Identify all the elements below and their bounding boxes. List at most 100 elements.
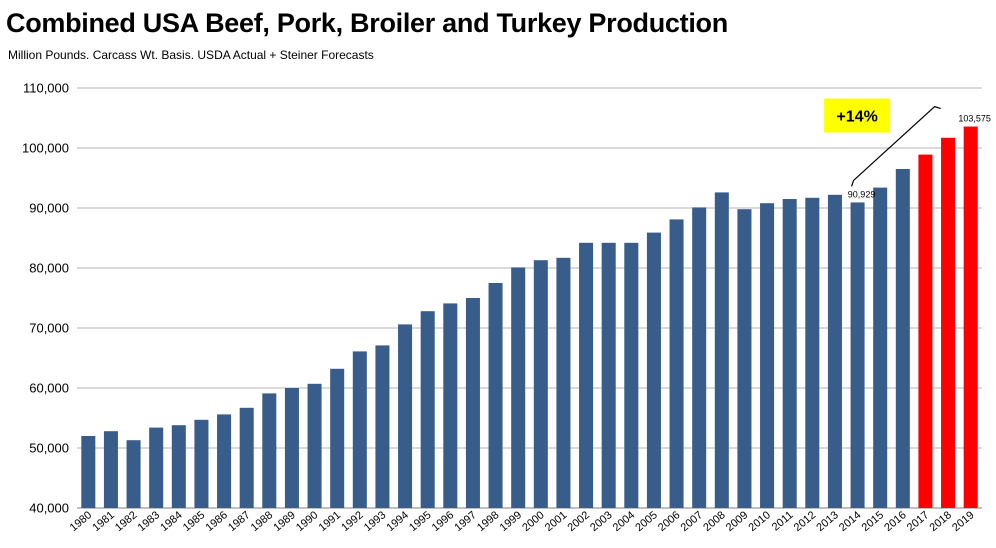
x-tick-label: 1986 <box>204 509 230 534</box>
x-tick-label: 1988 <box>249 509 275 534</box>
chart-subtitle: Million Pounds. Carcass Wt. Basis. USDA … <box>8 48 374 62</box>
x-tick-label: 1990 <box>294 509 320 534</box>
x-tick-label: 2005 <box>633 509 659 534</box>
x-tick-label: 1997 <box>452 509 478 534</box>
bar-2013 <box>827 194 842 509</box>
bar-1990 <box>307 383 322 508</box>
bar-1997 <box>465 298 480 508</box>
bar-2018 <box>941 137 956 509</box>
x-tick-label: 1999 <box>498 509 524 534</box>
bar-1981 <box>103 431 118 508</box>
growth-callout-text: +14% <box>836 109 877 126</box>
bar-1983 <box>149 427 164 508</box>
bar-1986 <box>217 414 232 508</box>
bar-2019 <box>963 126 978 509</box>
bar-2011 <box>782 199 797 508</box>
x-axis-tick-labels: 1980198119821983198419851986198719881989… <box>68 509 977 534</box>
bar-1984 <box>171 425 186 508</box>
y-tick-label: 50,000 <box>29 441 69 456</box>
bar-2004 <box>624 242 639 509</box>
bar-1989 <box>284 388 299 508</box>
x-tick-label: 1996 <box>430 509 456 534</box>
x-tick-label: 1995 <box>407 509 433 534</box>
x-tick-label: 2009 <box>724 509 750 534</box>
bar-1980 <box>81 436 96 508</box>
bar-1994 <box>398 324 413 508</box>
y-tick-label: 40,000 <box>29 501 69 516</box>
growth-bracket <box>850 105 941 187</box>
data-label-2019: 103,575 <box>958 114 991 124</box>
x-tick-label: 2008 <box>701 509 727 534</box>
bar-2000 <box>533 260 548 508</box>
y-tick-label: 60,000 <box>29 381 69 396</box>
bar-2007 <box>692 207 707 508</box>
x-tick-label: 2006 <box>656 509 682 534</box>
x-tick-label: 2019 <box>950 509 976 534</box>
y-tick-label: 100,000 <box>22 141 69 156</box>
bar-2009 <box>737 209 752 508</box>
bar-2002 <box>579 242 594 509</box>
bar-1988 <box>262 393 277 508</box>
x-tick-label: 1982 <box>113 509 139 534</box>
bar-2006 <box>669 219 684 508</box>
growth-callout-box <box>824 98 891 133</box>
bar-1992 <box>352 351 367 508</box>
y-tick-label: 110,000 <box>23 81 69 96</box>
x-tick-label: 2002 <box>566 509 592 534</box>
bar-1993 <box>375 345 390 508</box>
bar-2014 <box>850 202 865 508</box>
x-tick-label: 1994 <box>385 509 411 534</box>
x-tick-label: 2017 <box>905 509 931 534</box>
bar-1995 <box>420 311 435 508</box>
x-tick-label: 2001 <box>543 509 569 534</box>
data-labels: 90,929 103,575 <box>848 114 991 200</box>
x-tick-label: 1985 <box>181 509 207 534</box>
x-tick-label: 2007 <box>679 509 705 534</box>
x-tick-label: 1998 <box>475 509 501 534</box>
bar-2010 <box>760 203 775 508</box>
bar-2008 <box>714 192 729 508</box>
growth-annotation: +14% <box>824 98 941 187</box>
x-tick-label: 2016 <box>882 509 908 534</box>
x-tick-label: 1991 <box>317 509 343 534</box>
data-label-2014: 90,929 <box>848 189 876 199</box>
x-tick-label: 1980 <box>68 509 94 534</box>
bar-2016 <box>895 169 910 508</box>
bar-1999 <box>511 267 526 508</box>
x-tick-label: 2003 <box>588 509 614 534</box>
bar-2003 <box>601 242 616 509</box>
x-tick-label: 2018 <box>928 509 954 534</box>
bar-2017 <box>918 154 933 508</box>
x-tick-label: 1989 <box>271 509 297 534</box>
x-tick-label: 2014 <box>837 509 863 534</box>
x-tick-label: 1992 <box>339 509 365 534</box>
x-tick-label: 2012 <box>792 509 818 534</box>
x-tick-label: 1984 <box>158 509 184 534</box>
bar-1982 <box>126 440 141 508</box>
bar-2015 <box>873 187 888 508</box>
x-tick-label: 2015 <box>860 509 886 534</box>
x-tick-label: 2004 <box>611 509 637 534</box>
bar-1998 <box>488 283 503 508</box>
bar-2001 <box>556 257 571 508</box>
bar-1996 <box>443 303 458 508</box>
bar-1991 <box>330 368 345 508</box>
x-tick-label: 1987 <box>226 509 252 534</box>
x-tick-label: 2000 <box>520 509 546 534</box>
bars <box>81 126 978 509</box>
y-axis-tick-labels: 40,000 50,000 60,000 70,000 80,000 90,000 100,… <box>22 81 69 516</box>
x-tick-label: 1981 <box>90 509 116 534</box>
y-tick-label: 90,000 <box>29 201 69 216</box>
bar-1987 <box>239 407 254 508</box>
x-tick-label: 2013 <box>814 509 840 534</box>
bar-1985 <box>194 419 209 508</box>
x-tick-label: 2011 <box>770 509 796 533</box>
x-tick-label: 1993 <box>362 509 388 534</box>
x-tick-label: 1983 <box>136 509 162 534</box>
bar-2005 <box>646 232 661 508</box>
gridlines <box>77 87 982 509</box>
x-tick-label: 2010 <box>747 509 773 534</box>
y-tick-label: 70,000 <box>29 321 69 336</box>
chart-title: Combined USA Beef, Pork, Broiler and Tur… <box>6 8 728 38</box>
